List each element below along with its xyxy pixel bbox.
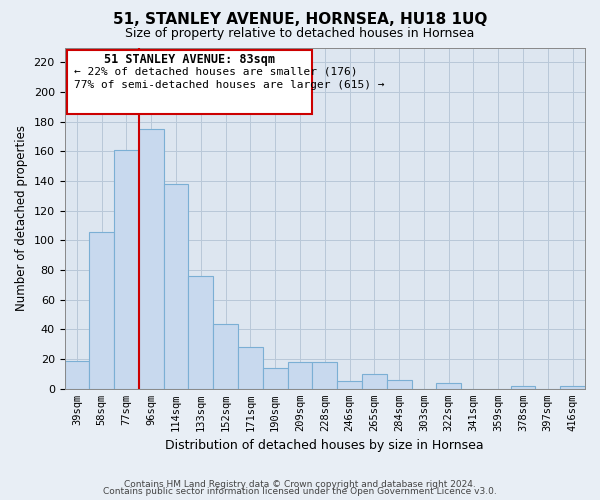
Text: 51 STANLEY AVENUE: 83sqm: 51 STANLEY AVENUE: 83sqm (104, 54, 275, 66)
Bar (164, 184, 188, 389)
Text: Size of property relative to detached houses in Hornsea: Size of property relative to detached ho… (125, 28, 475, 40)
Bar (114, 150, 139, 389)
Bar (139, 129, 164, 389)
Y-axis label: Number of detached properties: Number of detached properties (15, 125, 28, 311)
Bar (287, 362, 313, 389)
Bar (313, 362, 337, 389)
Bar (337, 382, 362, 389)
Text: 77% of semi-detached houses are larger (615) →: 77% of semi-detached houses are larger (… (74, 80, 385, 90)
Bar (188, 276, 213, 389)
Bar (436, 383, 461, 389)
X-axis label: Distribution of detached houses by size in Hornsea: Distribution of detached houses by size … (166, 440, 484, 452)
Text: Contains public sector information licensed under the Open Government Licence v3: Contains public sector information licen… (103, 487, 497, 496)
Bar (362, 374, 387, 389)
FancyBboxPatch shape (67, 50, 313, 114)
Bar (213, 324, 238, 389)
Bar (263, 368, 287, 389)
Bar (89, 232, 114, 389)
Text: 51, STANLEY AVENUE, HORNSEA, HU18 1UQ: 51, STANLEY AVENUE, HORNSEA, HU18 1UQ (113, 12, 487, 28)
Text: Contains HM Land Registry data © Crown copyright and database right 2024.: Contains HM Land Registry data © Crown c… (124, 480, 476, 489)
Bar (511, 386, 535, 389)
Bar (65, 360, 89, 389)
Bar (387, 380, 412, 389)
Bar (238, 348, 263, 389)
Bar (560, 386, 585, 389)
Text: ← 22% of detached houses are smaller (176): ← 22% of detached houses are smaller (17… (74, 67, 358, 77)
